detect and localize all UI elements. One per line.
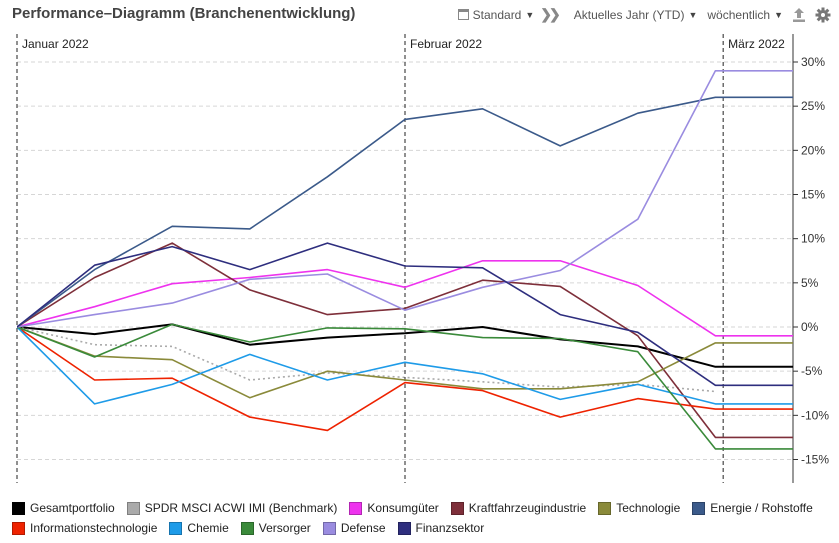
series-line-chemie: [17, 326, 793, 405]
legend-item[interactable]: Gesamtportfolio: [12, 501, 115, 515]
series-line-spdr-msci-acwi-imi-benchmark: [17, 326, 716, 393]
legend-label: Versorger: [258, 521, 311, 535]
chart-header: Performance–Diagramm (Branchenentwicklun…: [0, 0, 839, 32]
y-tick-label: 15%: [801, 188, 825, 202]
interval-select-label: wöchentlich: [707, 7, 771, 22]
legend-item[interactable]: Chemie: [169, 521, 229, 535]
legend-label: Defense: [340, 521, 386, 535]
chevron-down-icon: ▼: [688, 9, 698, 20]
legend-item[interactable]: Energie / Rohstoffe: [692, 501, 813, 515]
legend-row: Gesamtportfolio SPDR MSCI ACWI IMI (Bench…: [12, 498, 832, 518]
legend-label: SPDR MSCI ACWI IMI (Benchmark): [144, 501, 338, 515]
series-line-technologie: [17, 326, 793, 399]
series-line-versorger: [17, 323, 793, 450]
series-line-gesamtportfolio: [17, 323, 793, 368]
series-line-konsumg-ter: [17, 260, 793, 337]
double-chevron-right-icon[interactable]: ❯❯: [540, 6, 561, 22]
y-tick-label: 10%: [801, 232, 825, 246]
y-tick-label: 25%: [801, 99, 825, 113]
chevron-down-icon: ▼: [774, 9, 783, 20]
legend-label: Gesamtportfolio: [30, 501, 115, 515]
gear-icon[interactable]: [815, 7, 831, 23]
legend-swatch: [598, 501, 612, 515]
y-tick-label: 30%: [801, 55, 825, 69]
calendar-icon: [457, 9, 469, 20]
legend-swatch: [397, 521, 411, 535]
legend-swatch: [450, 501, 464, 515]
upload-icon[interactable]: [791, 7, 807, 23]
legend-label: Informationstechnologie: [30, 521, 158, 535]
legend-item[interactable]: Versorger: [240, 521, 311, 535]
view-select[interactable]: Standard ▼: [457, 7, 535, 22]
chevron-down-icon: ▼: [525, 9, 535, 20]
legend-swatch: [322, 521, 336, 535]
legend-swatch: [349, 501, 363, 515]
legend-swatch: [240, 521, 254, 535]
legend-row: Informationstechnologie Chemie Versorger De…: [12, 518, 832, 538]
month-label: Januar 2022: [22, 37, 89, 51]
legend-item[interactable]: Konsumgüter: [349, 501, 439, 515]
month-label: März 2022: [728, 37, 785, 51]
legend-swatch: [169, 521, 183, 535]
legend-label: Chemie: [187, 521, 229, 535]
legend-item[interactable]: Technologie: [598, 501, 680, 515]
y-tick-label: -15%: [801, 453, 829, 467]
period-select[interactable]: Aktuelles Jahr (YTD) ▼: [574, 8, 698, 22]
y-tick-label: -10%: [801, 408, 829, 422]
legend-item[interactable]: Informationstechnologie: [12, 521, 157, 535]
performance-chart: 30% 25% 20% 15% 10% 5% 0% -5% -10% -15% Januar 202…: [16, 34, 829, 483]
interval-select[interactable]: wöchentlich ▼: [707, 8, 783, 22]
legend-label: Energie / Rohstoffe: [710, 501, 813, 515]
y-tick-label: 5%: [801, 276, 819, 290]
legend-swatch: [692, 501, 706, 515]
legend-swatch: [12, 521, 25, 535]
legend-label: Finanzsektor: [415, 521, 485, 535]
period-select-label: Aktuelles Jahr (YTD): [573, 7, 685, 22]
y-tick-label: -5%: [801, 364, 823, 378]
legend-swatch: [126, 501, 140, 515]
y-tick-label: 0%: [801, 320, 819, 334]
chart-legend: Gesamtportfolio SPDR MSCI ACWI IMI (Bench…: [12, 498, 832, 538]
legend-item[interactable]: SPDR MSCI ACWI IMI (Benchmark): [126, 501, 338, 515]
legend-label: Kraftfahrzeugindustrie: [468, 501, 587, 515]
series-line-defense: [17, 69, 793, 328]
series-line-energie-rohstoffe: [17, 96, 793, 328]
legend-label: Technologie: [616, 501, 681, 515]
legend-item[interactable]: Finanzsektor: [397, 521, 485, 535]
legend-label: Konsumgüter: [367, 501, 439, 515]
view-select-label: Standard: [472, 7, 522, 22]
legend-swatch: [12, 501, 25, 515]
series-line-finanzsektor: [17, 242, 793, 387]
legend-item[interactable]: Kraftfahrzeugindustrie: [450, 501, 587, 515]
series-line-informationstechnologie: [17, 326, 793, 432]
month-label: Februar 2022: [410, 37, 482, 51]
y-tick-label: 20%: [801, 143, 825, 157]
chart-toolbar: Standard ▼ ❯❯ Aktuelles Jahr (YTD) ▼ wöc…: [448, 6, 831, 23]
legend-item[interactable]: Defense: [322, 521, 386, 535]
chart-title: Performance–Diagramm (Branchenentwicklun…: [12, 5, 356, 22]
